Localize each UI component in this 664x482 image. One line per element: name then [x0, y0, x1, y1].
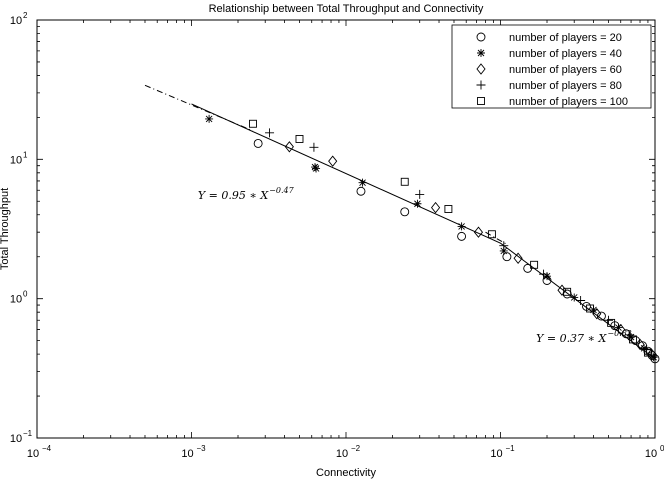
y-tick-label: 10	[10, 154, 22, 166]
legend-marker-asterisk	[477, 49, 485, 57]
data-point-circle	[596, 311, 606, 321]
data-point-diamond	[646, 348, 657, 360]
y-axis-label: Total Throughput	[0, 188, 11, 270]
data-point-asterisk	[312, 164, 321, 173]
x-tick-label: 10	[27, 448, 39, 460]
fit-equation-fit2: Y = 0.37 ∗ X	[536, 332, 607, 345]
data-point-circle	[253, 139, 263, 148]
legend-marker-plus	[476, 80, 486, 90]
x-axis-label: Connectivity	[316, 467, 376, 479]
data-point-square	[563, 287, 572, 296]
data-point-plus	[539, 269, 549, 279]
fit-equation-exponent-fit2: −0.82	[607, 329, 632, 338]
data-point-circle	[457, 231, 467, 241]
fit-line-solid	[191, 103, 656, 360]
data-point-square	[249, 119, 257, 128]
data-point-square	[400, 177, 409, 186]
data-point-asterisk	[627, 333, 636, 342]
x-tick-exponent: −4	[42, 444, 52, 453]
data-point-plus	[265, 128, 275, 138]
data-point-plus	[415, 189, 425, 199]
x-tick-exponent: 0	[660, 444, 664, 453]
data-point-circle	[400, 207, 410, 217]
data-points	[205, 114, 660, 364]
y-tick-exponent: 2	[23, 11, 28, 20]
y-tick-exponent: −1	[23, 429, 33, 438]
data-point-square	[586, 304, 595, 313]
data-point-plus	[603, 315, 613, 325]
tick-labels: 10 −4 10 −3 10 −2 10 −1 10 010 −110 010 110 2	[10, 11, 664, 460]
fit-line-dashdot	[485, 231, 508, 245]
data-point-square	[487, 230, 496, 239]
data-point-square	[629, 335, 637, 344]
fit-equation-fit1: Y = 0.95 ∗ X	[198, 189, 269, 202]
legend-marker-circle	[476, 32, 486, 42]
data-point-square	[530, 260, 539, 269]
x-tick-exponent: −1	[506, 444, 516, 453]
data-point-asterisk	[413, 199, 422, 208]
legend-entry-label: number of players = 60	[509, 64, 622, 76]
data-point-diamond	[284, 141, 294, 153]
data-point-diamond	[635, 338, 645, 351]
y-tick-exponent: 0	[23, 290, 28, 299]
data-point-square	[607, 318, 616, 327]
x-tick-label: 10	[645, 448, 657, 460]
fit-equation-exponent-fit1: −0.47	[269, 186, 294, 195]
data-point-asterisk	[543, 272, 552, 281]
data-point-square	[295, 135, 304, 143]
y-tick-exponent: 1	[23, 150, 28, 159]
data-point-square	[643, 348, 652, 357]
x-tick-label: 10	[181, 448, 193, 460]
data-point-plus	[641, 345, 651, 355]
fit-lines	[144, 84, 656, 360]
plot-frame	[36, 19, 656, 439]
legend-marker-square	[477, 97, 485, 105]
data-point-asterisk	[205, 114, 214, 123]
y-tick-label: 10	[10, 15, 22, 27]
x-tick-label: 10	[490, 448, 502, 460]
chart-title: Relationship between Total Throughput an…	[209, 3, 484, 15]
data-point-diamond	[592, 307, 602, 320]
data-point-diamond	[431, 201, 441, 214]
data-point-asterisk	[358, 178, 367, 187]
data-point-diamond	[513, 252, 523, 264]
data-point-asterisk	[457, 222, 466, 231]
data-point-circle	[356, 186, 366, 196]
data-point-asterisk	[640, 344, 649, 353]
fit-annotations: Y = 0.95 ∗ X −0.47 Y = 0.37 ∗ X −0.82	[198, 186, 632, 345]
data-point-diamond	[328, 155, 338, 167]
data-point-diamond	[473, 226, 484, 238]
data-point-asterisk	[499, 246, 508, 255]
data-point-diamond	[616, 323, 626, 336]
data-point-circle	[502, 252, 512, 262]
legend-entry-label: number of players = 20	[509, 32, 622, 44]
legend: number of players = 20 number of players …	[451, 24, 652, 109]
x-tick-label: 10	[336, 448, 348, 460]
x-tick-exponent: −3	[197, 444, 207, 453]
legend-box	[451, 24, 652, 109]
y-tick-label: 10	[10, 294, 22, 306]
data-point-asterisk	[570, 293, 579, 302]
legend-marker-diamond	[476, 63, 486, 75]
y-tick-label: 10	[10, 433, 22, 445]
legend-entry-label: number of players = 80	[509, 80, 622, 92]
legend-entry-label: number of players = 40	[509, 48, 622, 60]
data-point-circle	[621, 329, 631, 339]
data-point-plus	[499, 241, 509, 251]
legend-entry-label: number of players = 100	[509, 96, 628, 108]
x-tick-exponent: −2	[351, 444, 361, 453]
data-point-square	[444, 205, 453, 213]
data-point-plus	[309, 142, 319, 152]
data-point-plus	[576, 296, 586, 306]
